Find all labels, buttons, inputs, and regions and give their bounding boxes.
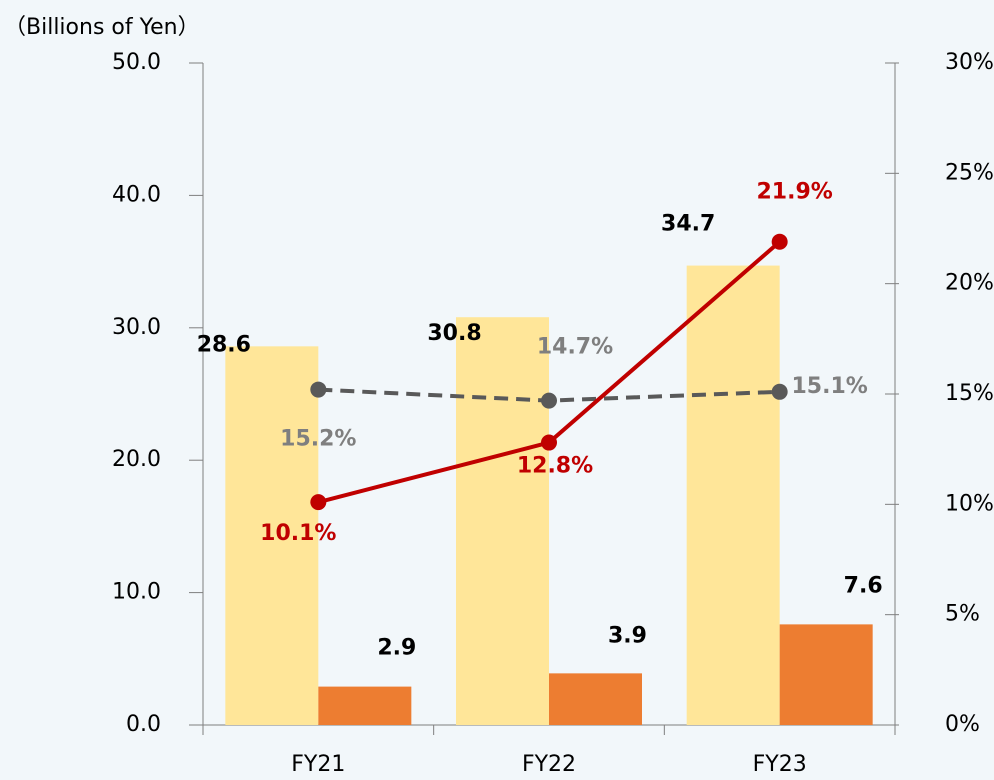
data-label: 15.1% (792, 374, 868, 399)
bar (686, 265, 780, 725)
marker (541, 392, 557, 409)
y-tick-label: 10.0 (112, 580, 161, 605)
data-label: 34.7 (661, 212, 715, 237)
bar (318, 686, 412, 725)
y2-tick-label: 20% (945, 271, 994, 296)
marker (310, 381, 327, 398)
y-tick-label: 50.0 (112, 50, 161, 75)
data-label: 15.2% (280, 427, 356, 452)
data-label: 12.8% (517, 454, 593, 479)
y-tick-label: 0.0 (126, 712, 161, 737)
bar (549, 673, 642, 725)
data-label: 21.9% (757, 180, 833, 205)
data-label: 7.6 (844, 573, 883, 598)
data-label: 3.9 (608, 623, 647, 648)
bar (225, 346, 319, 725)
data-label: 28.6 (197, 332, 251, 357)
bar (456, 317, 549, 725)
bar (779, 624, 873, 725)
data-label: 14.7% (537, 335, 613, 360)
data-label: 30.8 (427, 321, 481, 346)
x-tick-label: FY23 (753, 752, 807, 776)
y-tick-label: 40.0 (112, 182, 161, 207)
y2-tick-label: 5% (945, 602, 980, 627)
marker (771, 233, 788, 250)
y2-tick-label: 0% (945, 712, 980, 737)
data-label: 10.1% (260, 521, 336, 546)
data-label: 2.9 (377, 636, 416, 661)
x-tick-label: FY21 (291, 752, 345, 776)
y-tick-label: 20.0 (112, 447, 161, 472)
y2-tick-label: 30% (945, 50, 994, 75)
x-tick-label: FY22 (522, 752, 576, 776)
y2-tick-label: 25% (945, 160, 994, 185)
y-axis-label: （Billions of Yen） (4, 15, 200, 40)
y-tick-label: 30.0 (112, 315, 161, 340)
marker (771, 383, 788, 400)
y2-tick-label: 10% (945, 491, 994, 516)
marker (541, 434, 557, 451)
marker (310, 494, 327, 511)
y2-tick-label: 15% (945, 381, 994, 406)
